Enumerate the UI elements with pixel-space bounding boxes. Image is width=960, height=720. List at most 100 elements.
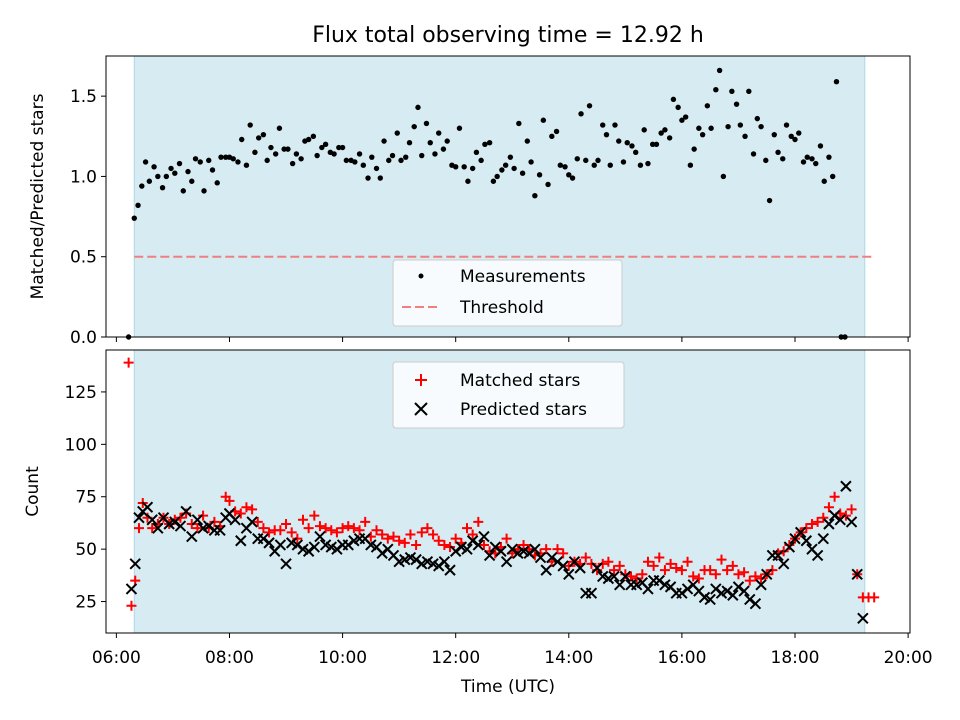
measurement-point: [536, 172, 543, 178]
measurement-point: [826, 154, 832, 160]
predicted-star-point: [619, 570, 632, 583]
bot-y-tick-label: 25: [75, 593, 97, 613]
measurement-point: [687, 162, 694, 168]
x-axis-label: Time (UTC): [460, 677, 555, 697]
matched-star-point: [501, 533, 512, 544]
predicted-star-point: [772, 549, 784, 562]
measurement-point: [163, 173, 170, 180]
matched-star-point: [297, 514, 308, 525]
measurement-point: [155, 173, 161, 180]
measurement-point: [360, 162, 367, 168]
bottom-x-axis: 06:00 08:00 10:00 12:00 14:00 16:00 18:00 20:00: [92, 633, 933, 668]
legend-matched-marker: [415, 374, 427, 386]
predicted-star-point: [546, 551, 558, 564]
matched-star-point: [388, 531, 399, 542]
predicted-star-point: [449, 545, 462, 557]
measurement-point: [578, 111, 584, 117]
measurement-point: [201, 188, 207, 194]
bot-y-tick-label: 100: [65, 435, 97, 455]
measurement-point: [255, 135, 262, 141]
measurement-point: [339, 144, 346, 151]
measurement-point: [252, 149, 258, 156]
top-legend: Measurements Threshold: [392, 259, 623, 327]
matched-star-point: [258, 523, 269, 534]
measurement-point: [314, 152, 320, 159]
measurement-point: [532, 192, 538, 199]
matched-star-point: [739, 567, 750, 578]
matched-star-point: [631, 573, 642, 584]
predicted-star-point: [653, 574, 665, 587]
measurement-point: [389, 152, 396, 159]
predicted-star-point: [783, 541, 796, 553]
predicted-star-point: [133, 511, 145, 524]
measurement-point: [675, 104, 681, 111]
predicted-star-point: [500, 556, 513, 568]
measurement-point: [403, 154, 409, 160]
top-y-axis-label: Matched/Predicted stars: [28, 93, 48, 299]
matched-star-point: [648, 560, 659, 571]
predicted-star-point: [257, 532, 270, 545]
measurement-point: [742, 133, 748, 139]
measurement-point: [569, 175, 576, 181]
bottom-panel: 25 50 75 100 125 06:00 08:00 10:00 12:00 14:00 16…: [23, 349, 933, 697]
top-legend-box: [392, 259, 623, 327]
bottom-legend: Matched stars Predicted stars: [392, 361, 625, 429]
measurement-point: [281, 146, 287, 152]
measurement-point: [653, 141, 660, 148]
matched-star-point: [693, 573, 704, 584]
measurement-point: [713, 87, 719, 93]
predicted-star-point: [478, 530, 490, 543]
matched-star-point: [823, 502, 834, 513]
measurement-point: [800, 159, 807, 165]
matched-star-point: [405, 529, 416, 540]
measurement-point: [239, 136, 245, 143]
predicted-star-point: [466, 535, 479, 547]
predicted-star-point: [483, 549, 496, 562]
predicted-star-point: [186, 530, 198, 543]
measurement-point: [566, 172, 572, 178]
measurement-point: [206, 157, 212, 164]
measurement-point: [230, 156, 236, 162]
predicted-star-point: [152, 522, 164, 534]
measurement-point: [310, 133, 317, 139]
measurement-point: [549, 133, 555, 139]
bot-y-tick-label: 50: [75, 540, 97, 560]
measurement-point: [629, 143, 635, 149]
measurement-point: [276, 125, 283, 131]
matched-star-point: [637, 569, 648, 580]
matched-star-point: [371, 525, 382, 536]
measurement-point: [821, 178, 827, 184]
measurement-point: [427, 140, 433, 146]
measurement-point: [603, 131, 610, 138]
predicted-star-point: [461, 543, 473, 555]
bot-y-tick-label: 125: [65, 383, 97, 403]
measurement-point: [343, 157, 350, 164]
measurement-point: [699, 131, 706, 138]
measurement-point: [633, 149, 639, 156]
measurement-point: [411, 123, 417, 130]
measurement-point: [600, 122, 606, 128]
matched-star-point: [801, 523, 812, 534]
predicted-star-point: [857, 612, 869, 625]
measurement-point: [189, 178, 195, 184]
predicted-star-point: [495, 545, 507, 557]
measurement-point: [272, 151, 279, 157]
predicted-star-point: [840, 480, 852, 492]
measurement-point: [331, 151, 337, 157]
matched-star-point: [394, 535, 405, 546]
matched-star-point: [439, 539, 450, 550]
measurement-point: [298, 156, 304, 162]
matched-star-point: [416, 527, 427, 538]
x-tick-label: 12:00: [431, 648, 480, 668]
matched-star-point: [812, 516, 823, 527]
measurement-point: [486, 140, 493, 146]
x-tick-label: 16:00: [657, 648, 706, 668]
predicted-star-point: [755, 579, 767, 591]
matched-star-point: [665, 558, 676, 569]
matched-star-point: [360, 516, 371, 527]
measurement-point: [813, 160, 819, 167]
predicted-star-point: [794, 526, 807, 539]
measurement-point: [502, 162, 509, 168]
matched-star-point: [133, 523, 144, 534]
matched-star-point: [682, 556, 693, 567]
